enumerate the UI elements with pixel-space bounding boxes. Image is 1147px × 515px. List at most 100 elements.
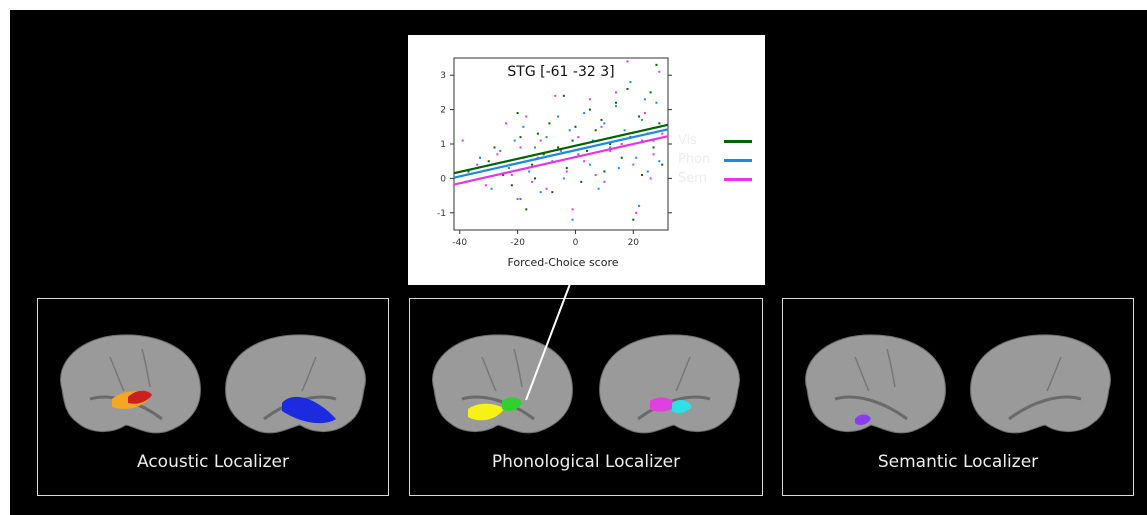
acoustic-blue-cluster xyxy=(282,396,336,424)
y-tick-label: 3 xyxy=(440,71,446,81)
data-point-sem xyxy=(531,180,534,183)
data-point-vis xyxy=(658,122,661,125)
phonological-localizer-panel: Phonological Localizer xyxy=(409,298,763,496)
scatter-plot: -40 -20 0 20 -1 0 1 2 3 STG [-61 -32 3] Forced-Cho… xyxy=(437,57,672,269)
data-point-vis xyxy=(510,184,513,187)
data-point-sem xyxy=(476,163,479,166)
data-point-phon xyxy=(629,81,632,84)
right-hemisphere-brain xyxy=(599,334,740,434)
data-point-vis xyxy=(580,180,583,183)
legend-item-sem: Sem xyxy=(678,171,788,189)
data-point-sem xyxy=(620,143,623,145)
legend-label-phon: Phon xyxy=(678,152,711,167)
data-point-phon xyxy=(614,105,617,108)
data-point-vis xyxy=(600,118,603,121)
phon-yellow-cluster xyxy=(468,403,504,421)
data-point-vis xyxy=(603,170,606,173)
legend: Vis Phon Sem xyxy=(678,133,788,193)
phon-magenta-cluster xyxy=(650,397,676,412)
data-point-phon xyxy=(533,146,536,149)
data-point-vis xyxy=(548,122,551,125)
legend-label-sem: Sem xyxy=(678,171,707,186)
data-point-phon xyxy=(603,122,606,125)
data-point-phon xyxy=(652,139,655,142)
right-hemisphere-brain xyxy=(225,334,366,434)
figure-canvas: Acoustic Localizer Phonological Localize… xyxy=(10,10,1147,515)
data-point-sem xyxy=(649,177,652,180)
data-point-sem xyxy=(519,146,522,149)
data-point-phon xyxy=(638,204,641,207)
data-point-vis xyxy=(493,146,496,149)
data-point-sem xyxy=(600,125,603,128)
y-tick-label: 1 xyxy=(440,140,446,150)
data-point-phon xyxy=(577,153,580,156)
data-point-sem xyxy=(496,153,499,156)
data-point-sem xyxy=(554,94,557,97)
data-point-sem xyxy=(461,139,464,142)
left-hemisphere-brain xyxy=(60,334,201,434)
data-point-sem xyxy=(594,173,597,176)
data-point-sem xyxy=(635,211,638,214)
data-point-phon xyxy=(513,139,516,142)
data-point-sem xyxy=(609,149,612,152)
data-point-vis xyxy=(533,177,536,180)
data-point-vis xyxy=(571,139,574,142)
x-axis-label: Forced-Choice score xyxy=(507,256,618,269)
data-point-vis xyxy=(536,132,539,135)
fit-line-phon xyxy=(453,128,669,179)
data-point-sem xyxy=(588,98,591,101)
legend-swatch-sem xyxy=(724,178,752,181)
acoustic-localizer-panel: Acoustic Localizer xyxy=(37,298,389,496)
data-point-vis xyxy=(626,87,629,90)
data-point-sem xyxy=(661,132,664,135)
legend-item-phon: Phon xyxy=(678,152,788,170)
data-point-vis xyxy=(557,146,560,149)
data-point-phon xyxy=(609,146,612,149)
data-point-vis xyxy=(574,125,577,128)
data-point-phon xyxy=(588,163,591,166)
data-point-vis xyxy=(565,167,568,170)
phon-green-cluster xyxy=(502,397,522,411)
data-point-vis xyxy=(649,91,652,94)
data-point-vis xyxy=(638,115,641,118)
data-point-sem xyxy=(545,187,548,190)
data-point-vis xyxy=(531,163,534,166)
y-tick-label: -1 xyxy=(437,209,446,219)
data-point-phon xyxy=(617,167,620,170)
left-hemisphere-brain xyxy=(432,334,573,434)
acoustic-localizer-label: Acoustic Localizer xyxy=(136,452,289,472)
data-point-sem xyxy=(652,153,655,156)
data-point-phon xyxy=(643,98,646,101)
data-point-sem xyxy=(583,160,586,163)
data-point-phon xyxy=(557,115,560,118)
data-point-sem xyxy=(525,115,528,118)
data-point-vis xyxy=(502,173,505,176)
data-point-phon xyxy=(640,118,643,121)
data-point-sem xyxy=(577,136,580,139)
data-point-vis xyxy=(525,208,528,211)
data-point-phon xyxy=(655,101,658,104)
legend-label-vis: Vis xyxy=(678,133,697,148)
data-point-phon xyxy=(562,177,565,180)
right-hemisphere-brain xyxy=(970,334,1111,434)
x-tick-label: 0 xyxy=(573,238,579,248)
data-point-sem xyxy=(539,139,542,142)
data-point-vis xyxy=(609,143,612,145)
scatter-plot-card: -40 -20 0 20 -1 0 1 2 3 STG [-61 -32 3] Forced-Cho… xyxy=(408,35,765,285)
data-point-vis xyxy=(542,153,545,156)
data-point-phon xyxy=(597,187,600,190)
fit-line-vis xyxy=(453,123,669,175)
data-point-sem xyxy=(565,170,568,173)
data-point-sem xyxy=(640,139,643,142)
data-point-vis xyxy=(586,149,589,152)
left-hemisphere-brain xyxy=(805,334,946,434)
data-point-vis xyxy=(519,136,522,139)
data-point-vis xyxy=(487,160,490,163)
x-tick-label: -40 xyxy=(452,238,467,248)
data-point-phon xyxy=(499,149,502,152)
legend-swatch-vis xyxy=(724,140,752,143)
data-point-sem xyxy=(614,91,617,94)
data-point-vis xyxy=(614,101,617,104)
semantic-localizer-panel: Semantic Localizer xyxy=(782,298,1134,496)
data-point-sem xyxy=(603,180,606,183)
